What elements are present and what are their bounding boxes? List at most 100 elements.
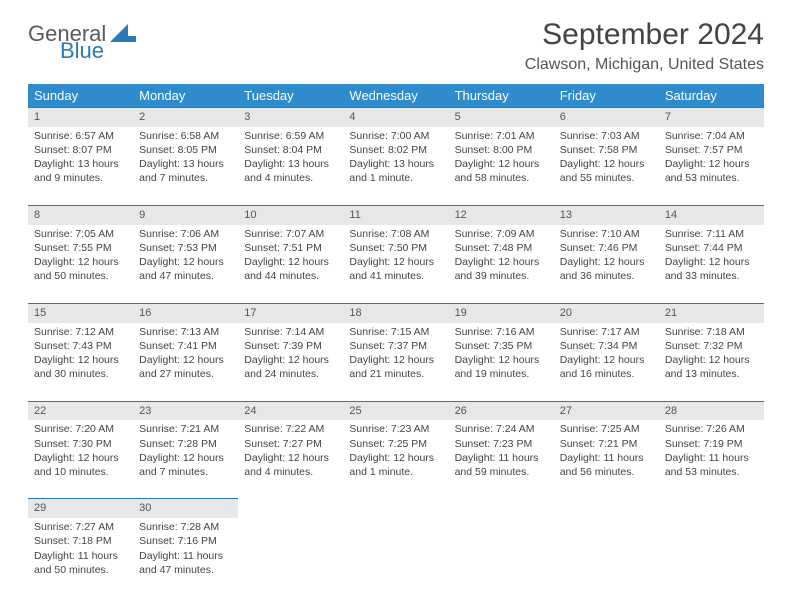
sunset-text: Sunset: 7:23 PM [455, 437, 548, 451]
daylight-text: Daylight: 12 hours and 24 minutes. [244, 353, 337, 381]
sunrise-text: Sunrise: 7:04 AM [665, 129, 758, 143]
day-details: Sunrise: 7:00 AMSunset: 8:02 PMDaylight:… [343, 127, 448, 205]
day-details: Sunrise: 7:10 AMSunset: 7:46 PMDaylight:… [554, 225, 659, 303]
sunset-text: Sunset: 7:41 PM [139, 339, 232, 353]
day-details: Sunrise: 7:27 AMSunset: 7:18 PMDaylight:… [28, 518, 133, 596]
sunrise-text: Sunrise: 7:23 AM [349, 422, 442, 436]
day-number: 23 [133, 401, 238, 421]
daylight-text: Daylight: 12 hours and 50 minutes. [34, 255, 127, 283]
calendar-cell: 6Sunrise: 7:03 AMSunset: 7:58 PMDaylight… [554, 107, 659, 205]
daylight-text: Daylight: 11 hours and 59 minutes. [455, 451, 548, 479]
daylight-text: Daylight: 12 hours and 30 minutes. [34, 353, 127, 381]
sunrise-text: Sunrise: 6:58 AM [139, 129, 232, 143]
day-number: 17 [238, 303, 343, 323]
month-title: September 2024 [525, 18, 764, 52]
calendar-cell: 22Sunrise: 7:20 AMSunset: 7:30 PMDayligh… [28, 401, 133, 499]
calendar-cell: 19Sunrise: 7:16 AMSunset: 7:35 PMDayligh… [449, 303, 554, 401]
calendar-cell: 30Sunrise: 7:28 AMSunset: 7:16 PMDayligh… [133, 498, 238, 596]
calendar-cell [659, 498, 764, 596]
day-details: Sunrise: 7:15 AMSunset: 7:37 PMDaylight:… [343, 323, 448, 401]
daylight-text: Daylight: 12 hours and 58 minutes. [455, 157, 548, 185]
calendar-week-row: 15Sunrise: 7:12 AMSunset: 7:43 PMDayligh… [28, 303, 764, 401]
calendar-cell: 11Sunrise: 7:08 AMSunset: 7:50 PMDayligh… [343, 205, 448, 303]
sunset-text: Sunset: 7:43 PM [34, 339, 127, 353]
day-details: Sunrise: 7:24 AMSunset: 7:23 PMDaylight:… [449, 420, 554, 498]
day-details: Sunrise: 7:07 AMSunset: 7:51 PMDaylight:… [238, 225, 343, 303]
calendar-cell: 15Sunrise: 7:12 AMSunset: 7:43 PMDayligh… [28, 303, 133, 401]
calendar-cell: 2Sunrise: 6:58 AMSunset: 8:05 PMDaylight… [133, 107, 238, 205]
day-details: Sunrise: 7:09 AMSunset: 7:48 PMDaylight:… [449, 225, 554, 303]
calendar-cell: 23Sunrise: 7:21 AMSunset: 7:28 PMDayligh… [133, 401, 238, 499]
day-details: Sunrise: 7:14 AMSunset: 7:39 PMDaylight:… [238, 323, 343, 401]
sunrise-text: Sunrise: 7:21 AM [139, 422, 232, 436]
day-details: Sunrise: 7:01 AMSunset: 8:00 PMDaylight:… [449, 127, 554, 205]
day-number: 20 [554, 303, 659, 323]
sunrise-text: Sunrise: 7:10 AM [560, 227, 653, 241]
sunset-text: Sunset: 7:53 PM [139, 241, 232, 255]
day-details: Sunrise: 6:58 AMSunset: 8:05 PMDaylight:… [133, 127, 238, 205]
day-details: Sunrise: 7:23 AMSunset: 7:25 PMDaylight:… [343, 420, 448, 498]
calendar-cell: 24Sunrise: 7:22 AMSunset: 7:27 PMDayligh… [238, 401, 343, 499]
daylight-text: Daylight: 12 hours and 41 minutes. [349, 255, 442, 283]
day-details: Sunrise: 7:03 AMSunset: 7:58 PMDaylight:… [554, 127, 659, 205]
sunset-text: Sunset: 7:30 PM [34, 437, 127, 451]
calendar-cell: 18Sunrise: 7:15 AMSunset: 7:37 PMDayligh… [343, 303, 448, 401]
daylight-text: Daylight: 12 hours and 44 minutes. [244, 255, 337, 283]
day-details: Sunrise: 7:11 AMSunset: 7:44 PMDaylight:… [659, 225, 764, 303]
brand-text-blue: Blue [60, 41, 106, 62]
day-number: 18 [343, 303, 448, 323]
day-details: Sunrise: 6:59 AMSunset: 8:04 PMDaylight:… [238, 127, 343, 205]
calendar-cell [343, 498, 448, 596]
sunset-text: Sunset: 7:37 PM [349, 339, 442, 353]
day-details: Sunrise: 7:05 AMSunset: 7:55 PMDaylight:… [28, 225, 133, 303]
calendar-cell: 25Sunrise: 7:23 AMSunset: 7:25 PMDayligh… [343, 401, 448, 499]
weekday-header: Monday [133, 84, 238, 107]
brand-triangle-icon [110, 24, 136, 42]
calendar-week-row: 22Sunrise: 7:20 AMSunset: 7:30 PMDayligh… [28, 401, 764, 499]
daylight-text: Daylight: 12 hours and 21 minutes. [349, 353, 442, 381]
calendar-cell: 12Sunrise: 7:09 AMSunset: 7:48 PMDayligh… [449, 205, 554, 303]
calendar-cell: 20Sunrise: 7:17 AMSunset: 7:34 PMDayligh… [554, 303, 659, 401]
calendar-cell: 16Sunrise: 7:13 AMSunset: 7:41 PMDayligh… [133, 303, 238, 401]
calendar-cell: 13Sunrise: 7:10 AMSunset: 7:46 PMDayligh… [554, 205, 659, 303]
daylight-text: Daylight: 12 hours and 1 minute. [349, 451, 442, 479]
day-details: Sunrise: 7:21 AMSunset: 7:28 PMDaylight:… [133, 420, 238, 498]
location-text: Clawson, Michigan, United States [525, 56, 764, 74]
sunrise-text: Sunrise: 7:24 AM [455, 422, 548, 436]
sunrise-text: Sunrise: 7:14 AM [244, 325, 337, 339]
daylight-text: Daylight: 12 hours and 4 minutes. [244, 451, 337, 479]
sunset-text: Sunset: 7:21 PM [560, 437, 653, 451]
sunset-text: Sunset: 7:32 PM [665, 339, 758, 353]
daylight-text: Daylight: 11 hours and 47 minutes. [139, 549, 232, 577]
day-number: 10 [238, 205, 343, 225]
sunset-text: Sunset: 7:55 PM [34, 241, 127, 255]
day-details: Sunrise: 7:18 AMSunset: 7:32 PMDaylight:… [659, 323, 764, 401]
sunset-text: Sunset: 7:28 PM [139, 437, 232, 451]
sunset-text: Sunset: 7:27 PM [244, 437, 337, 451]
calendar-cell: 10Sunrise: 7:07 AMSunset: 7:51 PMDayligh… [238, 205, 343, 303]
day-number: 19 [449, 303, 554, 323]
sunset-text: Sunset: 7:57 PM [665, 143, 758, 157]
sunrise-text: Sunrise: 7:27 AM [34, 520, 127, 534]
day-details: Sunrise: 7:06 AMSunset: 7:53 PMDaylight:… [133, 225, 238, 303]
daylight-text: Daylight: 12 hours and 13 minutes. [665, 353, 758, 381]
daylight-text: Daylight: 12 hours and 19 minutes. [455, 353, 548, 381]
day-number: 13 [554, 205, 659, 225]
calendar-cell: 28Sunrise: 7:26 AMSunset: 7:19 PMDayligh… [659, 401, 764, 499]
calendar-cell: 9Sunrise: 7:06 AMSunset: 7:53 PMDaylight… [133, 205, 238, 303]
day-number: 7 [659, 107, 764, 127]
day-number: 12 [449, 205, 554, 225]
weekday-header: Thursday [449, 84, 554, 107]
title-block: September 2024 Clawson, Michigan, United… [525, 18, 764, 74]
sunset-text: Sunset: 7:19 PM [665, 437, 758, 451]
day-number: 5 [449, 107, 554, 127]
day-number: 30 [133, 498, 238, 518]
daylight-text: Daylight: 12 hours and 36 minutes. [560, 255, 653, 283]
daylight-text: Daylight: 11 hours and 50 minutes. [34, 549, 127, 577]
day-number: 3 [238, 107, 343, 127]
day-number: 2 [133, 107, 238, 127]
day-number: 14 [659, 205, 764, 225]
day-number: 6 [554, 107, 659, 127]
sunrise-text: Sunrise: 7:01 AM [455, 129, 548, 143]
daylight-text: Daylight: 12 hours and 10 minutes. [34, 451, 127, 479]
